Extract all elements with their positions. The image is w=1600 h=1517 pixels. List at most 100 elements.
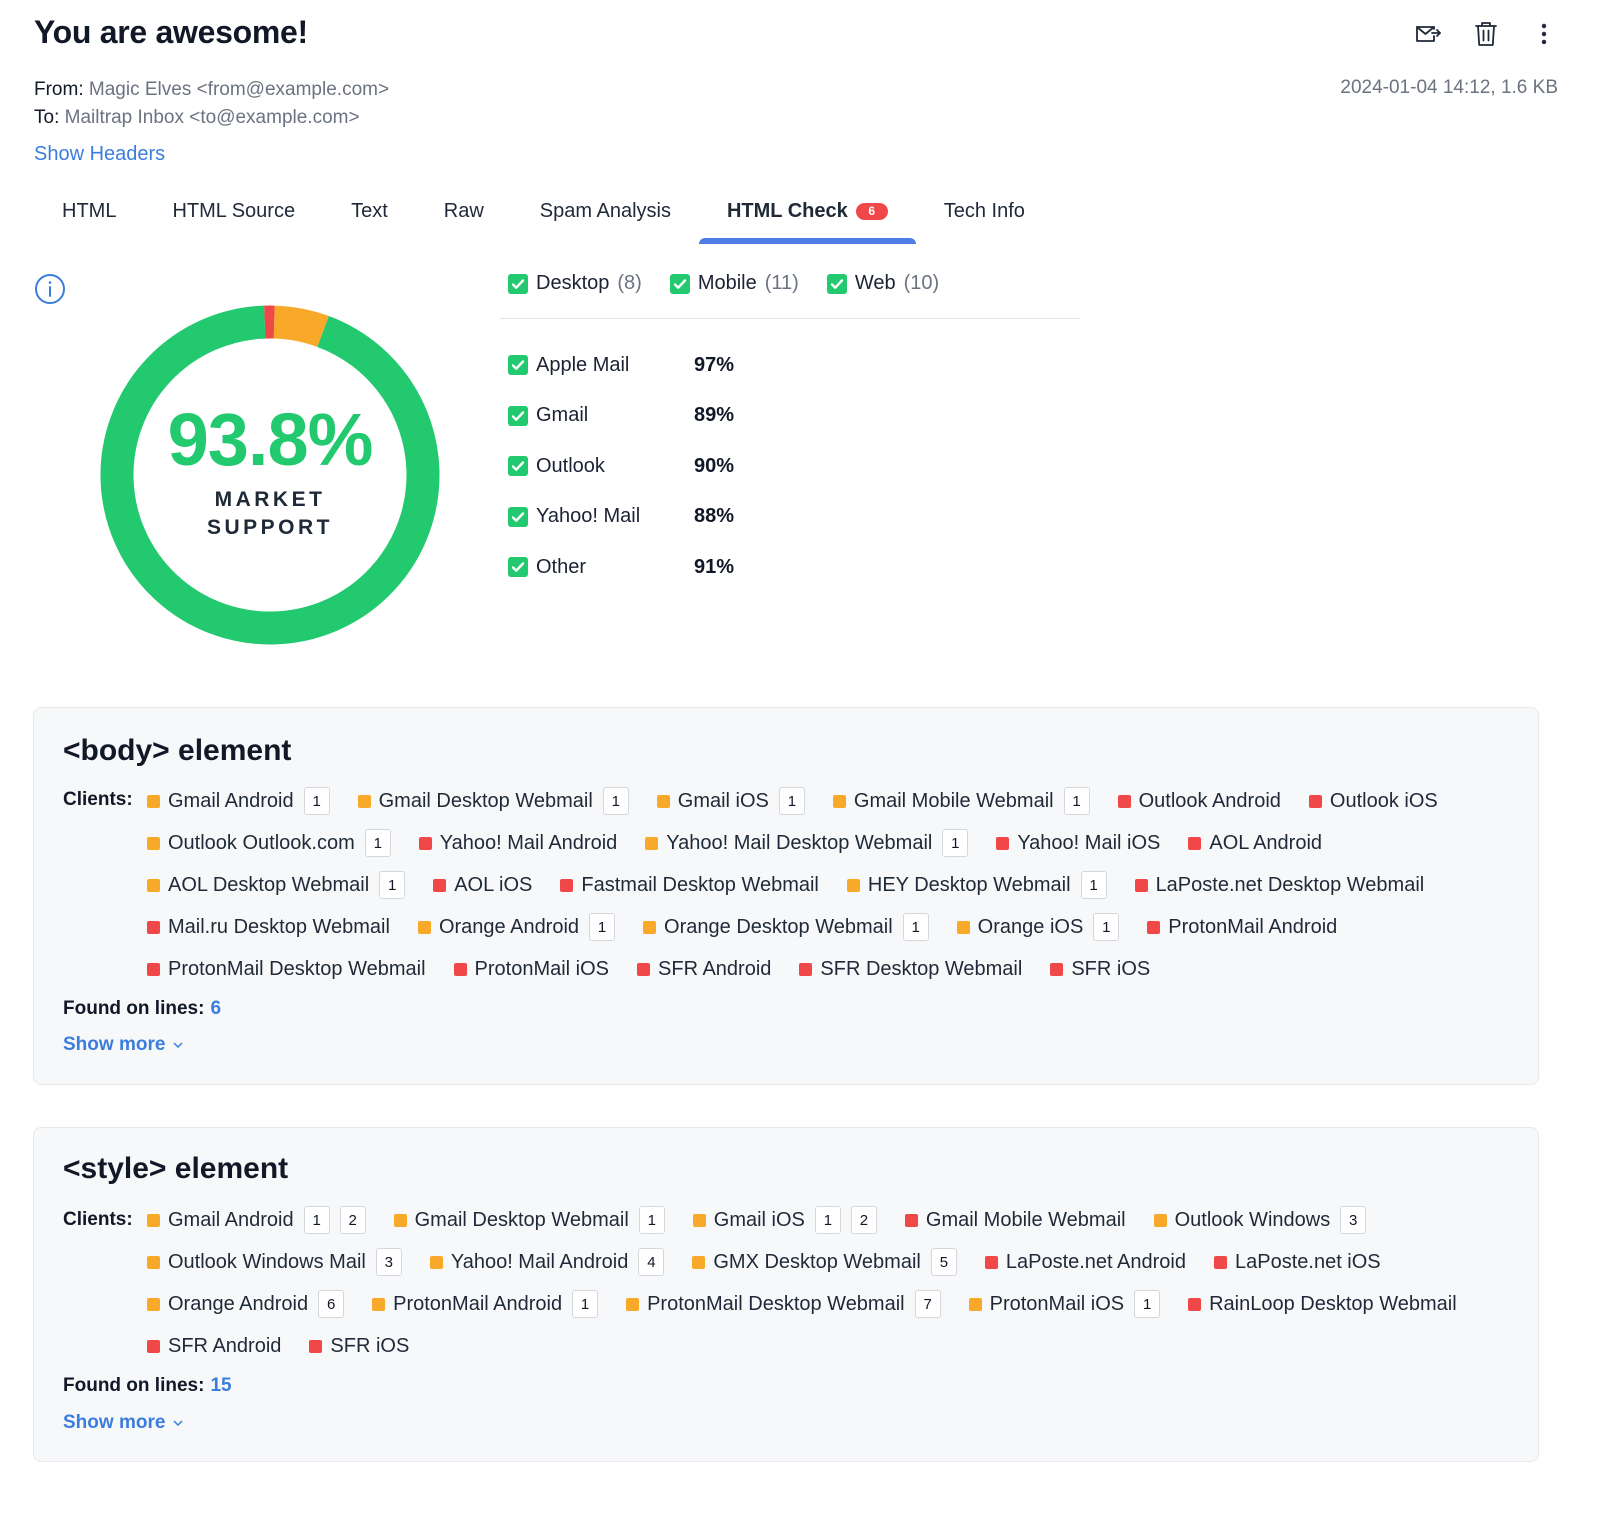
note-badge[interactable]: 1 [589,913,616,941]
found-label: Found on lines: [63,1375,205,1396]
note-badge[interactable]: 4 [638,1248,665,1276]
filter-desktop[interactable]: Desktop (8) [508,272,642,295]
checkbox-checked-icon[interactable] [508,557,528,578]
client-chip: AOL iOS [433,864,532,906]
info-icon[interactable] [34,273,66,305]
tab-html-check[interactable]: HTML Check 6 [698,184,916,244]
note-badge[interactable]: 1 [778,787,805,815]
note-badge[interactable]: 1 [379,871,406,899]
card-title: <body> element [63,734,292,767]
client-chip-name: Outlook Android [1138,789,1281,812]
note-badge[interactable]: 6 [318,1290,345,1318]
note-badge[interactable]: 1 [902,913,929,941]
note-badge[interactable]: 1 [942,829,969,857]
show-headers-link[interactable]: Show Headers [34,143,166,165]
forward-button[interactable] [1412,18,1444,50]
checkbox-checked-icon[interactable] [826,273,847,294]
support-status-icon [417,920,431,934]
client-chip-name: SFR Android [168,1334,282,1357]
note-badge[interactable]: 2 [339,1206,366,1234]
client-chip-name: Outlook iOS [1329,789,1438,812]
donut-center: 93.8% MARKET SUPPORT [100,305,440,645]
client-chip-name: SFR iOS [1071,957,1151,980]
filter-web[interactable]: Web (10) [826,272,939,295]
from-label: From: [34,79,84,100]
filter-label: Mobile [697,272,757,294]
support-status-icon [1050,962,1064,976]
client-chips: Gmail Android 1 2 Gmail Desktop Webmail 1 Gma… [147,1199,1517,1367]
client-row: Other 91% [508,542,734,593]
support-status-icon [1188,836,1202,850]
checkbox-checked-icon[interactable] [508,273,528,294]
support-status-icon [357,794,371,808]
note-badge[interactable]: 1 [602,787,629,815]
client-chip-name: SFR iOS [330,1334,410,1357]
note-badge[interactable]: 2 [850,1206,877,1234]
checkbox-checked-icon[interactable] [508,405,528,426]
support-status-icon [832,794,846,808]
checkbox-checked-icon[interactable] [508,506,528,527]
show-more-button[interactable]: Show more [63,1034,183,1056]
note-badge[interactable]: 1 [303,787,330,815]
client-chip: Gmail iOS 1 2 [692,1199,877,1241]
checkbox-checked-icon[interactable] [669,273,690,294]
note-badge[interactable]: 1 [1134,1290,1161,1318]
tab-raw[interactable]: Raw [416,184,512,238]
checkbox-checked-icon[interactable] [508,355,528,376]
client-toggle[interactable]: Outlook [508,455,694,478]
note-badge[interactable]: 1 [364,829,391,857]
note-badge[interactable]: 1 [1063,787,1090,815]
client-chip-name: SFR Desktop Webmail [820,957,1023,980]
delete-button[interactable] [1470,18,1502,50]
checkbox-checked-icon[interactable] [508,456,528,477]
client-row: Gmail 89% [508,391,734,442]
note-badge[interactable]: 7 [914,1290,941,1318]
client-chip: ProtonMail Desktop Webmail [147,948,426,990]
note-badge[interactable]: 3 [375,1248,402,1276]
client-chip-name: ProtonMail Desktop Webmail [168,957,426,980]
client-chip-name: Gmail iOS [713,1208,805,1231]
tab-html[interactable]: HTML [34,184,144,238]
support-status-icon [645,836,659,850]
support-status-icon [904,1213,918,1227]
tab-text[interactable]: Text [323,184,416,238]
tab-tech-info[interactable]: Tech Info [916,184,1053,238]
note-badge[interactable]: 1 [303,1206,330,1234]
client-chip: Orange Android 1 [417,906,616,948]
client-toggle[interactable]: Apple Mail [508,354,694,377]
found-line-link[interactable]: 6 [210,998,222,1019]
tab-spam-analysis[interactable]: Spam Analysis [512,184,699,238]
note-badge[interactable]: 1 [1093,913,1120,941]
client-chip-name: Fastmail Desktop Webmail [581,873,819,896]
note-badge[interactable]: 3 [1340,1206,1367,1234]
client-toggle[interactable]: Gmail [508,404,694,427]
client-chip-name: LaPoste.net Desktop Webmail [1155,873,1425,896]
support-status-icon [643,920,657,934]
more-button[interactable] [1528,18,1560,50]
email-meta: From: Magic Elves <from@example.com> To:… [34,76,389,132]
client-chip-name: Gmail Mobile Webmail [853,789,1054,812]
filter-mobile[interactable]: Mobile (11) [669,272,799,295]
support-status-icon [147,1339,160,1353]
support-status-icon [799,962,813,976]
note-badge[interactable]: 1 [638,1206,665,1234]
tab-html-source[interactable]: HTML Source [144,184,323,238]
support-status-icon [1134,878,1148,892]
trash-icon [1475,22,1497,46]
note-badge[interactable]: 1 [572,1290,599,1318]
client-chip: SFR Android [147,1325,281,1367]
note-badge[interactable]: 5 [930,1248,957,1276]
tab-label: Raw [443,199,484,222]
client-toggle[interactable]: Other [508,556,694,579]
client-toggle[interactable]: Yahoo! Mail [508,505,694,528]
client-chip: Gmail Android 1 2 [147,1199,366,1241]
show-more-button[interactable]: Show more [63,1412,183,1434]
note-badge[interactable]: 1 [1080,871,1107,899]
client-name: Yahoo! Mail [536,505,641,528]
note-badge[interactable]: 1 [814,1206,841,1234]
found-line-link[interactable]: 15 [210,1375,232,1396]
filter-count: (8) [617,272,642,294]
show-more-label: Show more [63,1412,166,1433]
body-element-card: <body> element Clients: Gmail Android 1 Gm… [33,707,1539,1085]
to-value: Mailtrap Inbox <to@example.com> [64,107,360,128]
